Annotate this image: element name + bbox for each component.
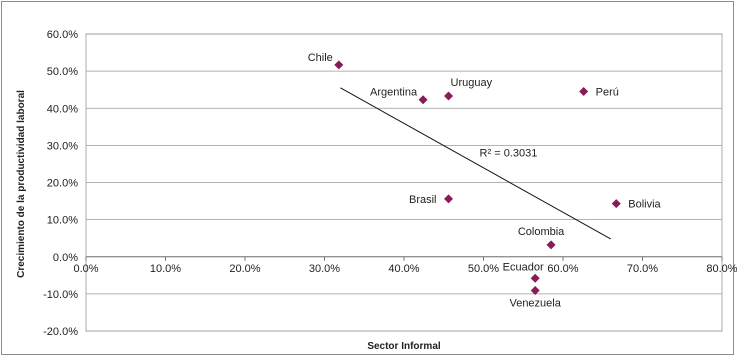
y-tick-label: -10.0%	[43, 289, 78, 301]
y-tick-label: 40.0%	[47, 103, 78, 115]
data-point-label: Venezuela	[509, 298, 561, 310]
data-point-label: Colombia	[518, 226, 565, 238]
data-point-marker	[418, 95, 428, 105]
data-point-label: Chile	[308, 52, 333, 64]
labels-layer: Chile Argentina Uruguay Perú Brasil Bolivia Co…	[308, 52, 662, 310]
data-point-marker	[530, 286, 540, 296]
data-point-label: Uruguay	[451, 77, 493, 89]
y-tick-label: 30.0%	[47, 140, 78, 152]
data-point-label: Ecuador	[503, 261, 544, 273]
data-point-label: Bolivia	[628, 199, 661, 211]
data-point-marker	[546, 240, 556, 250]
data-point-marker	[444, 91, 454, 101]
data-point-marker	[611, 199, 621, 209]
x-tick-label: 40.0%	[388, 263, 419, 275]
data-point-label: Brasil	[409, 194, 437, 206]
x-tick-label: 80.0%	[706, 263, 737, 275]
x-axis-title: Sector Informal	[367, 341, 441, 352]
points-layer	[334, 60, 621, 296]
y-tick-label: 0.0%	[53, 252, 78, 264]
data-point-marker	[530, 273, 540, 283]
x-tick-label: 20.0%	[229, 263, 260, 275]
data-point-marker	[444, 194, 454, 204]
x-tick-label: 70.0%	[627, 263, 658, 275]
data-point-label: Argentina	[370, 87, 418, 99]
plot-area	[85, 33, 723, 332]
x-tick-label: 30.0%	[309, 263, 340, 275]
trendline-layer: R² = 0.3031	[340, 87, 611, 240]
data-point-marker	[579, 87, 589, 97]
x-tick-label: 60.0%	[547, 263, 578, 275]
y-axis-title: Crecimiento de la productividad laboral	[16, 90, 27, 278]
y-tick-label: 60.0%	[47, 29, 78, 41]
axes-layer: 60.0% 50.0% 40.0% 30.0% 20.0% 10.0% 0.0% -10.0%…	[43, 29, 737, 338]
y-tick-label: -20.0%	[43, 326, 78, 338]
x-tick-label: 0.0%	[73, 263, 98, 275]
y-tick-label: 50.0%	[47, 66, 78, 78]
r-squared-label: R² = 0.3031	[480, 147, 538, 159]
y-tick-label: 10.0%	[47, 215, 78, 227]
data-point-marker	[334, 60, 344, 70]
y-tick-label: 20.0%	[47, 178, 78, 190]
x-tick-label: 50.0%	[468, 263, 499, 275]
data-point-label: Perú	[596, 87, 619, 99]
grid-layer	[85, 33, 723, 332]
trendline	[340, 87, 611, 240]
x-tick-label: 10.0%	[150, 263, 181, 275]
